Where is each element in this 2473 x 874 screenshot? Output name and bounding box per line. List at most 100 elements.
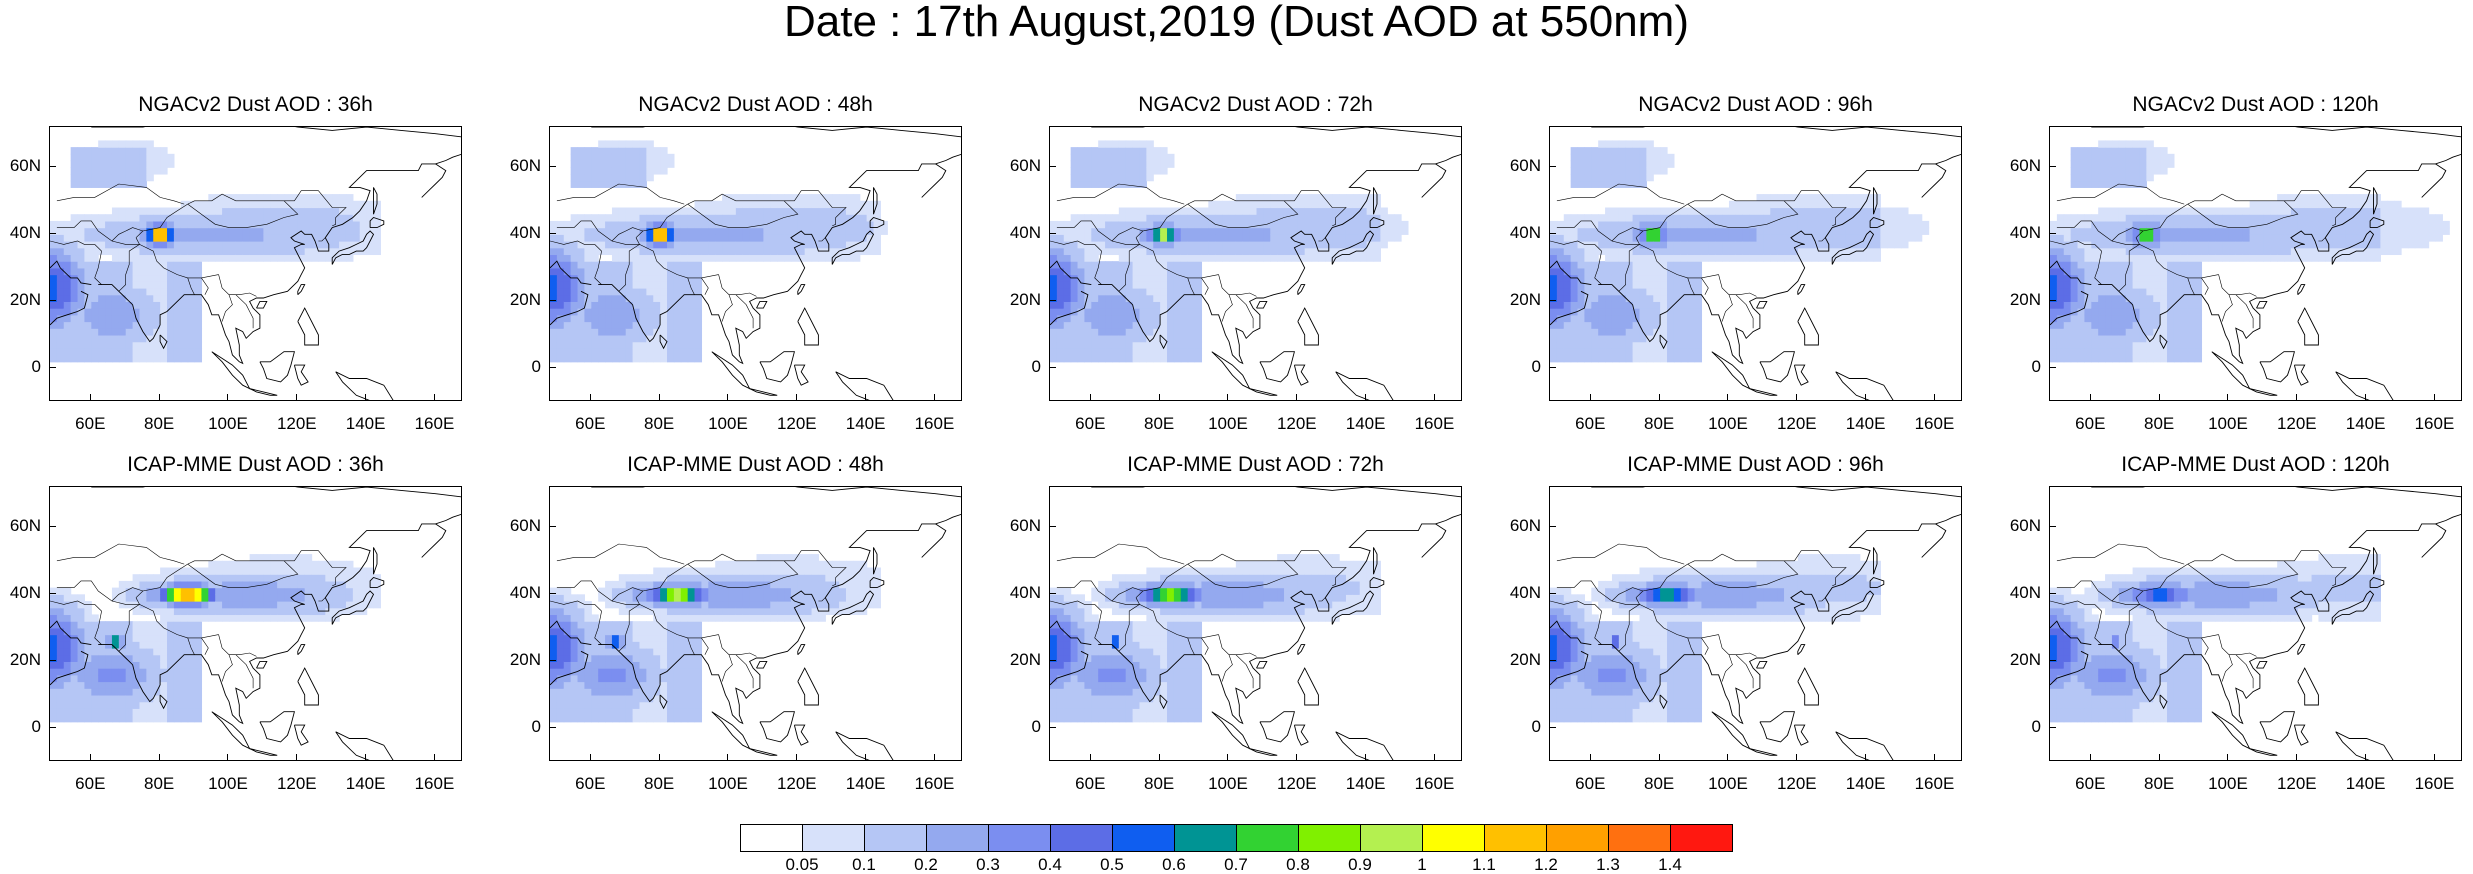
lat-tick-label: 0 <box>2031 717 2041 737</box>
lat-tick <box>1549 592 1556 594</box>
lat-tick <box>549 299 556 301</box>
dust-aod-field <box>2050 127 2461 400</box>
lat-tick-label: 60N <box>1509 516 1541 536</box>
lon-tick-label: 100E <box>708 774 748 793</box>
lon-tick <box>1727 754 1729 761</box>
lon-tick <box>589 394 591 401</box>
lon-tick-label: 60E <box>1575 414 1606 433</box>
lat-tick-label: 60N <box>1009 156 1041 176</box>
map-panel <box>2049 486 2462 761</box>
lon-tick-label: 100E <box>1208 414 1248 433</box>
colorbar-label: 1.4 <box>1658 855 1682 874</box>
lat-tick <box>1549 726 1556 728</box>
lat-tick <box>49 592 56 594</box>
lon-tick <box>1658 394 1660 401</box>
lat-tick-label: 40N <box>2009 223 2041 243</box>
lon-tick <box>1589 754 1591 761</box>
lat-tick <box>1049 592 1056 594</box>
lat-tick <box>49 525 56 527</box>
lon-tick <box>2365 754 2367 761</box>
lon-tick <box>1227 394 1229 401</box>
colorbar-swatch <box>988 824 1051 852</box>
lon-tick-label: 160E <box>1914 414 1955 433</box>
lat-tick <box>49 232 56 234</box>
colorbar-label: 0.7 <box>1224 855 1248 874</box>
lon-tick <box>158 394 160 401</box>
lon-tick-label: 160E <box>2414 774 2455 793</box>
lon-tick-label: 100E <box>208 774 248 793</box>
lat-tick-label: 0 <box>531 717 541 737</box>
lon-tick <box>2296 394 2298 401</box>
lon-tick-label: 100E <box>1708 774 1748 793</box>
map-panel <box>2049 126 2462 401</box>
lon-tick <box>227 394 229 401</box>
lat-tick <box>2049 366 2056 368</box>
coastline <box>1550 127 1961 400</box>
lat-tick-label: 40N <box>9 583 41 603</box>
lat-tick-label: 60N <box>1009 516 1041 536</box>
lon-tick-label: 100E <box>208 414 248 433</box>
dust-aod-field <box>1050 487 1461 760</box>
lat-tick <box>549 525 556 527</box>
lat-tick <box>49 366 56 368</box>
lon-tick-label: 120E <box>276 414 317 433</box>
lat-tick <box>2049 726 2056 728</box>
colorbar-label: 1 <box>1417 855 1427 874</box>
map-panel-title: NGACv2 Dust AOD : 36h <box>138 93 373 116</box>
lon-tick-label: 120E <box>2276 774 2317 793</box>
map-panel-title: ICAP-MME Dust AOD : 72h <box>1127 453 1384 476</box>
lat-tick <box>549 659 556 661</box>
lon-tick <box>2296 754 2298 761</box>
lat-tick <box>1049 232 1056 234</box>
colorbar-swatch <box>1422 824 1485 852</box>
coastline <box>1550 487 1961 760</box>
colorbar-label: 0.05 <box>785 855 819 874</box>
dust-aod-field <box>1550 487 1961 760</box>
lon-tick <box>727 754 729 761</box>
lon-tick-label: 60E <box>575 774 606 793</box>
lon-tick-label: 60E <box>575 414 606 433</box>
lon-tick <box>1865 394 1867 401</box>
map-panel <box>549 126 962 401</box>
coastline <box>1050 127 1461 400</box>
lat-tick-label: 20N <box>9 290 41 310</box>
map-panel <box>549 486 962 761</box>
lat-tick <box>1549 525 1556 527</box>
lat-tick-label: 0 <box>1531 717 1541 737</box>
dust-aod-field <box>1550 127 1961 400</box>
dust-aod-field <box>1050 127 1461 400</box>
lon-tick <box>1089 394 1091 401</box>
lon-tick <box>1433 754 1435 761</box>
colorbar-swatch <box>1236 824 1299 852</box>
lat-tick-label: 20N <box>1009 650 1041 670</box>
lon-tick-label: 80E <box>144 414 175 433</box>
lon-tick <box>1658 754 1660 761</box>
colorbar-swatch <box>1174 824 1237 852</box>
lat-tick-label: 40N <box>509 223 541 243</box>
lat-tick <box>1049 366 1056 368</box>
country-border <box>1050 543 1347 689</box>
lon-tick <box>89 754 91 761</box>
lat-tick <box>49 165 56 167</box>
lat-tick-label: 40N <box>1509 583 1541 603</box>
colorbar-swatch <box>1608 824 1671 852</box>
lon-tick-label: 80E <box>644 774 675 793</box>
lon-tick-label: 60E <box>2075 774 2106 793</box>
lon-tick <box>1865 754 1867 761</box>
coastline <box>550 127 961 400</box>
lon-tick <box>433 394 435 401</box>
lat-tick-label: 20N <box>2009 290 2041 310</box>
lon-tick-label: 60E <box>1075 414 1106 433</box>
lat-tick-label: 60N <box>509 516 541 536</box>
lon-tick-label: 80E <box>2144 414 2175 433</box>
lat-tick-label: 40N <box>509 583 541 603</box>
lon-tick-label: 120E <box>1276 414 1317 433</box>
lon-tick-label: 80E <box>1644 774 1675 793</box>
lat-tick <box>2049 592 2056 594</box>
country-border <box>550 183 847 329</box>
lon-tick <box>1296 394 1298 401</box>
lon-tick <box>1365 394 1367 401</box>
lon-tick <box>2158 754 2160 761</box>
lon-tick <box>296 394 298 401</box>
lon-tick <box>1158 754 1160 761</box>
